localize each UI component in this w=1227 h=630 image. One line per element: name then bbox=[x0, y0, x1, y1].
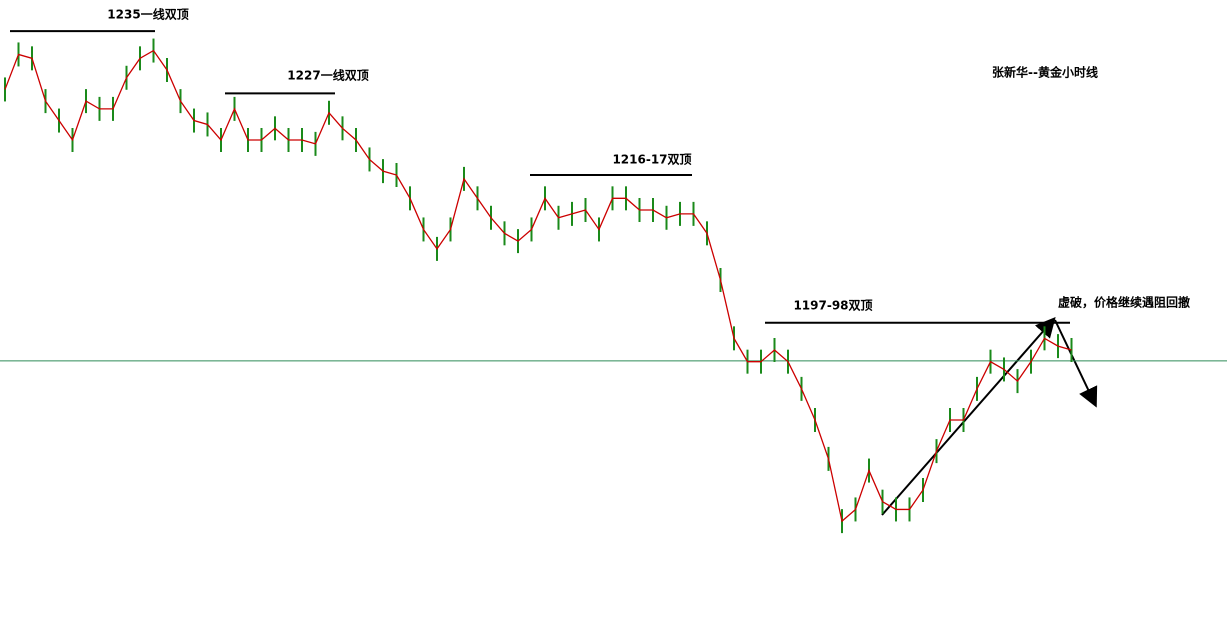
trend-arrow bbox=[881, 316, 1056, 516]
level-label: 1216-17双顶 bbox=[612, 153, 691, 167]
level-label: 1197-98双顶 bbox=[793, 299, 872, 313]
price-line bbox=[4, 49, 1072, 523]
annotation: 虚破，价格继续遇阻回撤 bbox=[1058, 295, 1190, 310]
level-label: 1227一线双顶 bbox=[287, 68, 368, 83]
trend-arrow bbox=[1054, 319, 1098, 408]
level-label: 1235一线双顶 bbox=[107, 7, 188, 22]
chart-title: 张新华--黄金小时线 bbox=[992, 65, 1098, 80]
